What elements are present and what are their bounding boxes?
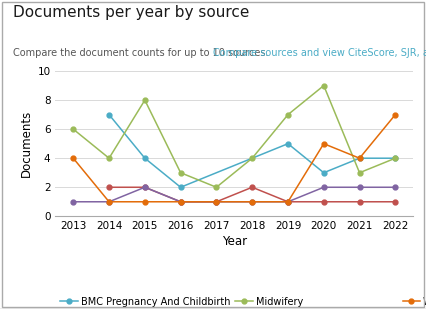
BMC Pregnancy And Childbirth [106,113,112,116]
BMC Pregnancy And Childbirth [393,156,398,160]
Line: Midwifery: Midwifery [71,83,398,190]
Midwifery [142,98,147,102]
Midwifery [250,156,255,160]
Human Resources For Health [321,185,326,189]
Midwifery [106,156,112,160]
BMC Health Services Research [321,200,326,204]
Midwifery [71,127,76,131]
Women And Birth [393,113,398,116]
Human Resources For Health [393,185,398,189]
Women And Birth [178,200,183,204]
BMC Pregnancy And Childbirth [357,156,362,160]
Human Resources For Health [106,200,112,204]
BMC Pregnancy And Childbirth [178,185,183,189]
Human Resources For Health [71,200,76,204]
BMC Health Services Research [250,185,255,189]
Human Resources For Health [357,185,362,189]
Women And Birth [250,200,255,204]
Line: Human Resources For Health: Human Resources For Health [71,185,398,204]
Human Resources For Health [214,200,219,204]
Line: BMC Pregnancy And Childbirth: BMC Pregnancy And Childbirth [106,112,398,190]
Line: BMC Health Services Research: BMC Health Services Research [106,185,398,204]
Midwifery [285,113,291,116]
Midwifery [178,171,183,175]
Human Resources For Health [250,200,255,204]
BMC Pregnancy And Childbirth [321,171,326,175]
BMC Health Services Research [142,185,147,189]
BMC Pregnancy And Childbirth [142,156,147,160]
Midwifery [321,84,326,87]
Line: Women And Birth: Women And Birth [71,112,398,204]
Human Resources For Health [285,200,291,204]
Text: Compare the document counts for up to 10 sources.: Compare the document counts for up to 10… [13,48,268,58]
Text: Compare sources and view CiteScore, SJR, and SNIP data: Compare sources and view CiteScore, SJR,… [213,48,426,58]
BMC Health Services Research [393,200,398,204]
Women And Birth [214,200,219,204]
Midwifery [357,171,362,175]
Women And Birth [106,200,112,204]
BMC Health Services Research [214,200,219,204]
BMC Health Services Research [178,200,183,204]
Women And Birth [321,142,326,146]
Text: Documents per year by source: Documents per year by source [13,5,249,20]
BMC Health Services Research [106,185,112,189]
BMC Health Services Research [285,200,291,204]
Midwifery [214,185,219,189]
BMC Pregnancy And Childbirth [285,142,291,146]
Midwifery [393,156,398,160]
Women And Birth [71,156,76,160]
Women And Birth [142,200,147,204]
Women And Birth [357,156,362,160]
Y-axis label: Documents: Documents [20,110,33,177]
Human Resources For Health [178,200,183,204]
X-axis label: Year: Year [222,235,247,248]
Legend: BMC Pregnancy And Childbirth, BMC Health Services Research, Midwifery, Human Res: BMC Pregnancy And Childbirth, BMC Health… [60,297,426,309]
BMC Health Services Research [357,200,362,204]
Women And Birth [285,200,291,204]
Human Resources For Health [142,185,147,189]
